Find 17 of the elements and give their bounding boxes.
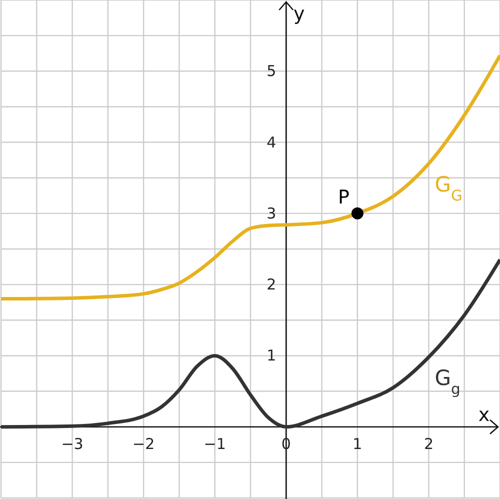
x-tick-label: 1 <box>352 434 362 453</box>
series-label: G$_{G}$ <box>434 172 462 204</box>
line-series <box>1 54 500 301</box>
x-tick-label: −2 <box>132 434 155 453</box>
series-label: P <box>338 186 350 208</box>
x-axis-title: x <box>478 404 490 426</box>
y-tick-label: 5 <box>266 62 276 80</box>
y-tick-label: 1 <box>266 346 276 365</box>
x-tick-label: −3 <box>61 434 84 453</box>
line-series <box>1 258 500 429</box>
y-tick-label: 4 <box>266 133 276 152</box>
y-tick-label: 3 <box>266 204 276 222</box>
x-tick-label: −1 <box>204 434 226 453</box>
x-tick-label: 2 <box>424 434 434 453</box>
y-tick-label: 2 <box>266 276 276 294</box>
series-label: G$_{g}$ <box>434 366 460 398</box>
y-axis-title: y <box>294 3 305 25</box>
